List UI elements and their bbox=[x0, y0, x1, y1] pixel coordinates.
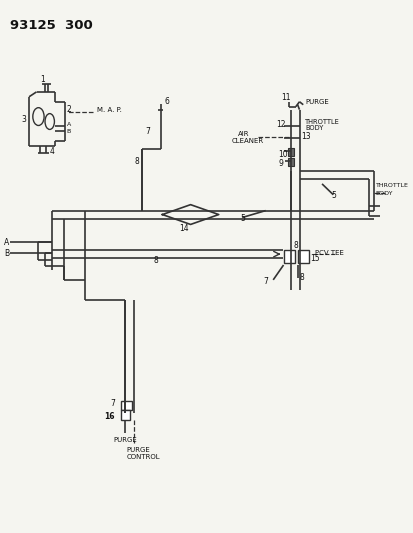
Text: 4: 4 bbox=[50, 147, 55, 156]
Bar bbox=[121, 410, 130, 421]
Text: 8: 8 bbox=[299, 273, 304, 282]
Bar bbox=[297, 250, 308, 263]
Text: 5: 5 bbox=[240, 214, 244, 223]
Text: PCV TEE: PCV TEE bbox=[314, 250, 342, 256]
Text: 1: 1 bbox=[40, 76, 45, 84]
Text: 3: 3 bbox=[21, 115, 26, 124]
Text: 16: 16 bbox=[104, 412, 114, 421]
Text: PURGE: PURGE bbox=[304, 99, 328, 105]
Text: M. A. P.: M. A. P. bbox=[97, 107, 121, 112]
Text: CLEANER: CLEANER bbox=[231, 139, 263, 144]
Text: 7: 7 bbox=[111, 399, 115, 408]
Text: 2: 2 bbox=[66, 105, 71, 114]
Text: 11: 11 bbox=[280, 93, 290, 102]
Text: PURGE: PURGE bbox=[113, 437, 137, 443]
Text: 6: 6 bbox=[164, 97, 169, 106]
Text: 8: 8 bbox=[293, 241, 298, 250]
Text: A: A bbox=[4, 238, 9, 247]
Text: B: B bbox=[66, 129, 71, 134]
Text: BODY: BODY bbox=[375, 191, 392, 196]
Bar bbox=[283, 250, 294, 263]
Text: 13: 13 bbox=[301, 132, 310, 141]
Text: AIR: AIR bbox=[237, 132, 249, 138]
Text: 7: 7 bbox=[145, 127, 150, 136]
Text: THROTTLE: THROTTLE bbox=[304, 118, 339, 125]
Text: 93125  300: 93125 300 bbox=[10, 19, 93, 31]
Bar bbox=[287, 148, 293, 156]
Text: 9: 9 bbox=[278, 159, 283, 167]
Text: 5: 5 bbox=[331, 191, 335, 200]
Text: THROTTLE: THROTTLE bbox=[375, 183, 408, 188]
Text: 7: 7 bbox=[263, 277, 268, 286]
Text: 8: 8 bbox=[153, 255, 157, 264]
Text: A: A bbox=[66, 122, 71, 127]
Bar bbox=[121, 401, 132, 410]
Text: BODY: BODY bbox=[304, 125, 323, 132]
Text: 10: 10 bbox=[277, 150, 287, 159]
Text: PURGE: PURGE bbox=[126, 447, 150, 453]
Text: CONTROL: CONTROL bbox=[126, 454, 160, 460]
Bar bbox=[287, 158, 293, 166]
Text: B: B bbox=[4, 248, 9, 257]
Text: 12: 12 bbox=[275, 120, 285, 129]
Text: 8: 8 bbox=[134, 157, 139, 166]
Text: 14: 14 bbox=[179, 224, 188, 233]
Text: 15: 15 bbox=[309, 254, 319, 263]
